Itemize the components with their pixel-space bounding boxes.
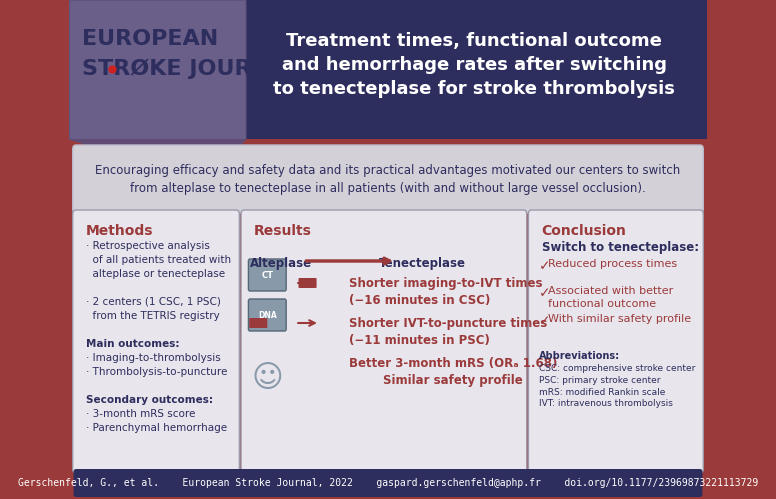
Text: ☺: ☺ [251,364,283,393]
Text: With similar safety profile: With similar safety profile [548,314,691,324]
FancyBboxPatch shape [248,299,286,331]
Text: Conclusion: Conclusion [542,224,626,238]
Text: Switch to tenecteplase:: Switch to tenecteplase: [542,241,698,254]
Text: CT: CT [262,270,273,279]
FancyBboxPatch shape [73,210,239,473]
Text: Reduced process times: Reduced process times [548,259,677,269]
Text: Shorter imaging-to-IVT times
(−16 minutes in CSC): Shorter imaging-to-IVT times (−16 minute… [348,277,542,307]
Text: CSC: comprehensive stroke center
PSC: primary stroke center
mRS: modified Rankin: CSC: comprehensive stroke center PSC: pr… [539,364,695,408]
FancyBboxPatch shape [242,0,707,139]
Text: alteplase or tenecteplase: alteplase or tenecteplase [86,269,225,279]
FancyBboxPatch shape [73,145,703,213]
Text: Secondary outcomes:: Secondary outcomes: [86,395,213,405]
FancyBboxPatch shape [69,0,246,139]
Text: · Thrombolysis-to-puncture: · Thrombolysis-to-puncture [86,367,227,377]
Text: ✓: ✓ [539,314,551,328]
Text: Abbreviations:: Abbreviations: [539,351,620,361]
Text: Alteplase: Alteplase [250,257,312,270]
Text: EUROPEAN: EUROPEAN [81,29,218,49]
FancyBboxPatch shape [241,210,527,473]
Text: · Parenchymal hemorrhage: · Parenchymal hemorrhage [86,423,227,433]
Polygon shape [69,0,246,169]
Text: STRØKE JOURNAL: STRØKE JOURNAL [81,59,301,79]
FancyBboxPatch shape [249,318,267,328]
Text: · 2 centers (1 CSC, 1 PSC): · 2 centers (1 CSC, 1 PSC) [86,297,220,307]
Text: Treatment times, functional outcome
and hemorrhage rates after switching
to tene: Treatment times, functional outcome and … [273,32,675,98]
Text: ✓: ✓ [539,286,551,300]
Text: Encouraging efficacy and safety data and its practical advantages motivated our : Encouraging efficacy and safety data and… [95,164,681,195]
Text: Results: Results [255,224,312,238]
Text: · Imaging-to-thrombolysis: · Imaging-to-thrombolysis [86,353,220,363]
Text: Associated with better
functional outcome: Associated with better functional outcom… [548,286,674,309]
FancyBboxPatch shape [74,469,702,497]
FancyBboxPatch shape [528,210,703,473]
FancyBboxPatch shape [248,259,286,291]
Text: Main outcomes:: Main outcomes: [86,339,179,349]
Text: Methods: Methods [86,224,154,238]
Text: · 3-month mRS score: · 3-month mRS score [86,409,196,419]
Text: ✓: ✓ [539,259,551,273]
FancyBboxPatch shape [69,0,707,499]
Text: Better 3-month mRS (ORₐ 1.68)
Similar safety profile: Better 3-month mRS (ORₐ 1.68) Similar sa… [348,357,557,387]
Text: from the TETRIS registry: from the TETRIS registry [86,311,220,321]
FancyBboxPatch shape [299,278,317,288]
Text: · Retrospective analysis: · Retrospective analysis [86,241,210,251]
Text: DNA: DNA [258,310,277,319]
Text: Gerschenfeld, G., et al.    European Stroke Journal, 2022    gaspard.gerschenfel: Gerschenfeld, G., et al. European Stroke… [18,478,758,488]
Text: Tenecteplase: Tenecteplase [379,257,466,270]
Text: of all patients treated with: of all patients treated with [86,255,231,265]
Text: Shorter IVT-to-puncture times
(−11 minutes in PSC): Shorter IVT-to-puncture times (−11 minut… [348,317,547,347]
